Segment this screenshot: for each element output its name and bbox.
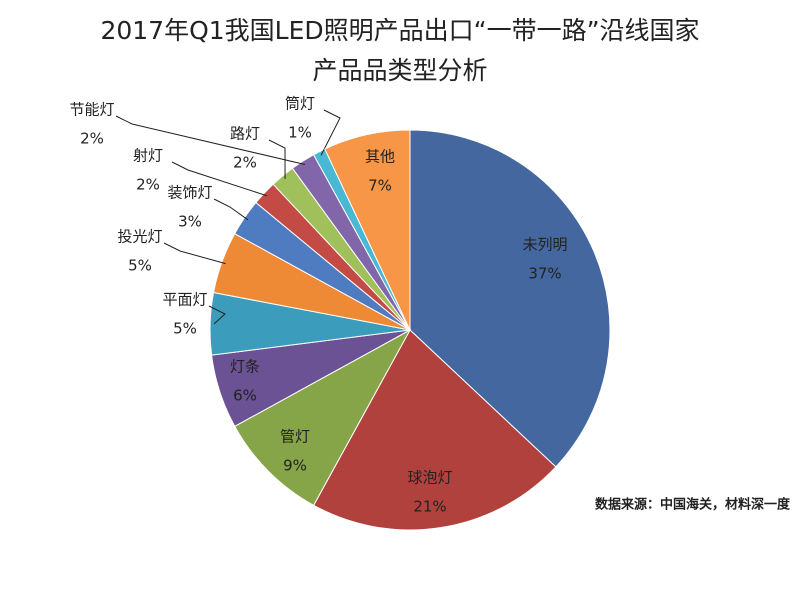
slice-label: 路灯	[230, 125, 260, 143]
slice-value-label: 2%	[233, 154, 257, 172]
slice-label: 灯条	[230, 358, 260, 376]
slice-value-label: 37%	[528, 265, 561, 283]
slice-value-label: 2%	[80, 130, 104, 148]
slice-label: 平面灯	[162, 291, 207, 309]
slice-label: 球泡灯	[407, 469, 452, 487]
chart-subtitle: 产品品类型分析	[312, 56, 487, 85]
pie-slice	[324, 129, 411, 331]
source-note: 数据来源：中国海关，材料深一度	[595, 497, 791, 513]
slice-label: 其他	[365, 148, 395, 166]
slice-value-label: 2%	[136, 176, 160, 194]
slice-value-label: 3%	[178, 213, 202, 231]
leader-line	[171, 161, 268, 197]
pie-slice	[312, 329, 557, 531]
slice-value-label: 5%	[173, 320, 197, 338]
leader-line	[115, 115, 306, 165]
slice-label: 射灯	[133, 147, 163, 165]
leader-line	[208, 305, 226, 325]
leader-line	[320, 109, 341, 156]
slice-label: 未列明	[522, 236, 567, 254]
slice-label: 节能灯	[69, 101, 114, 119]
chart-title: 2017年Q1我国LED照明产品出口“一带一路”沿线国家	[100, 16, 699, 45]
slice-value-label: 21%	[413, 498, 446, 516]
slice-value-label: 6%	[233, 387, 257, 405]
slice-value-label: 5%	[128, 257, 152, 275]
leader-line	[213, 198, 249, 221]
slice-label: 筒灯	[285, 95, 315, 113]
slice-label: 投光灯	[117, 228, 162, 246]
pie-slice	[234, 328, 412, 506]
slice-label: 管灯	[280, 428, 310, 446]
slice-label: 装饰灯	[167, 184, 212, 202]
leader-line	[268, 139, 286, 179]
leader-line	[163, 242, 226, 265]
slice-value-label: 9%	[283, 457, 307, 475]
pie-slice	[409, 129, 611, 468]
slice-value-label: 7%	[368, 177, 392, 195]
slice-value-label: 1%	[288, 124, 312, 142]
